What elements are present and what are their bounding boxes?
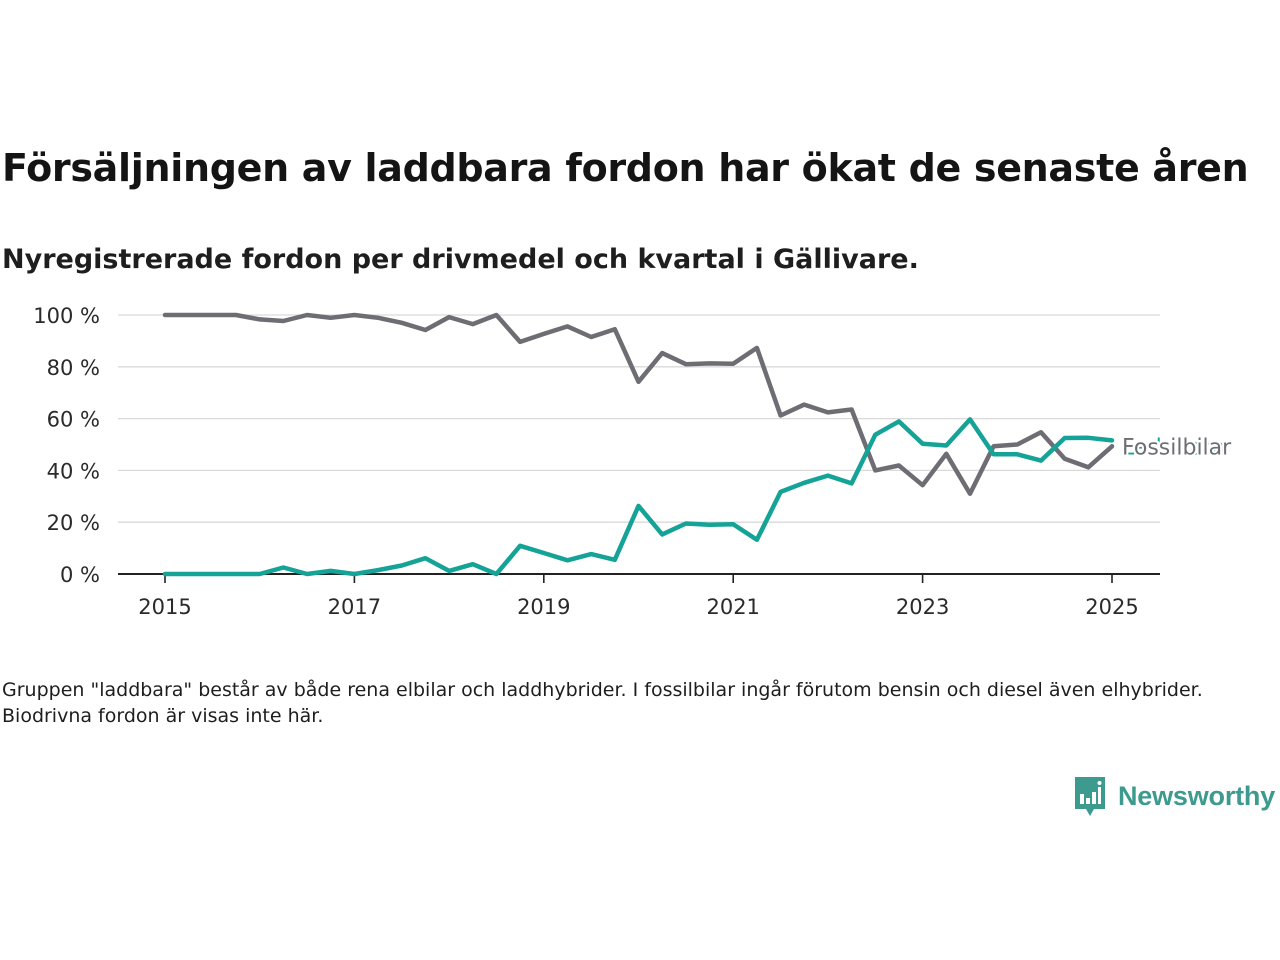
x-tick-label: 2021 xyxy=(706,595,759,619)
series-line-fossilbilar xyxy=(162,312,1115,496)
x-tick-label: 2019 xyxy=(517,595,570,619)
x-tick-label: 2025 xyxy=(1085,595,1138,619)
series-line-laddbara xyxy=(162,417,1115,577)
x-tick-label: 2023 xyxy=(896,595,949,619)
y-tick-label: 60 % xyxy=(47,408,100,432)
grid-lines xyxy=(118,314,1160,523)
series-label-laddbara: Laddbara xyxy=(1122,435,1226,460)
series-lines xyxy=(162,312,1115,577)
series-label-fossilbilar: Fossilbilar xyxy=(1122,435,1232,460)
y-axis-ticks: 0 % 20 % 40 % 60 % 80 % 100 % xyxy=(33,304,100,587)
y-tick-label: 0 % xyxy=(60,563,100,587)
x-tick-label: 2017 xyxy=(328,595,381,619)
brand-name: Newsworthy xyxy=(1118,780,1276,811)
y-tick-label: 80 % xyxy=(47,356,100,380)
chart-title: Försäljningen av laddbara fordon har öka… xyxy=(2,146,1249,190)
brand-logo[interactable]: Newsworthy xyxy=(1072,774,1275,818)
newsworthy-logo-icon xyxy=(1075,777,1105,816)
y-tick-label: 40 % xyxy=(47,459,100,483)
chart-subtitle: Nyregistrerade fordon per drivmedel och … xyxy=(2,244,919,275)
footnote: Gruppen "laddbara" består av både rena e… xyxy=(2,679,1203,727)
line-chart: 0 % 20 % 40 % 60 % 80 % 100 % 2015 2017 2019 202… xyxy=(33,304,1234,619)
x-axis: 2015 2017 2019 2021 2023 2025 xyxy=(118,573,1160,619)
x-tick-label: 2015 xyxy=(138,595,191,619)
y-tick-label: 100 % xyxy=(33,304,100,328)
y-tick-label: 20 % xyxy=(47,511,100,535)
